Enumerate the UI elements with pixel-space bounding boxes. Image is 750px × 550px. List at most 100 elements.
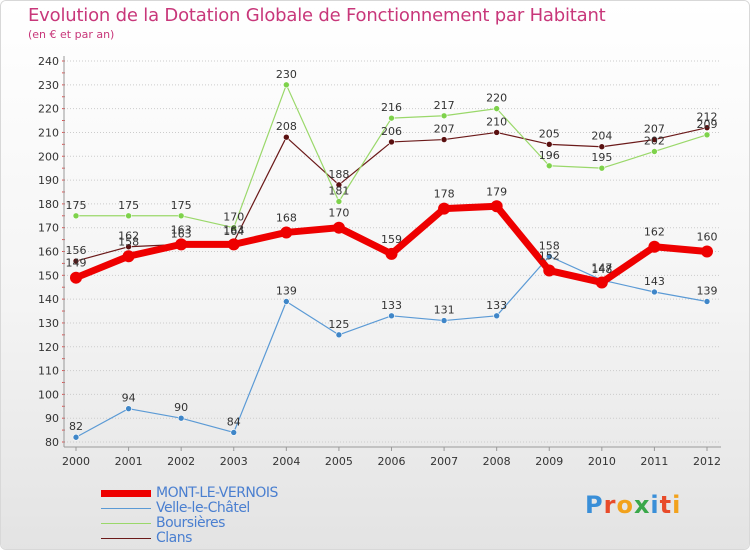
data-label: 131	[434, 304, 455, 317]
x-tick-label: 2011	[640, 455, 668, 468]
data-label: 163	[171, 223, 192, 236]
axes: 80 90 100 110 120 130 140 150 160 170 180 190 200 210…	[38, 55, 721, 468]
data-point-velle-le-chatel	[388, 312, 395, 320]
data-label: 230	[276, 68, 297, 81]
data-label: 170	[223, 211, 244, 224]
data-point-velle-le-chatel	[703, 298, 711, 305]
logo-letter: x	[633, 491, 651, 519]
x-tick-label: 2001	[115, 455, 143, 468]
data-point-boursieres	[493, 105, 500, 112]
y-tick-label: 90	[45, 412, 59, 425]
y-tick-label: 100	[38, 388, 59, 401]
data-point-mont-le-vernois	[595, 276, 608, 289]
data-point-clans	[651, 136, 658, 143]
data-point-clans	[545, 141, 553, 148]
data-label: 202	[644, 134, 665, 147]
data-point-mont-le-vernois	[543, 264, 556, 277]
x-tick-label: 2010	[588, 455, 616, 468]
y-tick-label: 220	[38, 103, 59, 116]
logo-letter: o	[616, 491, 634, 519]
data-label: 94	[122, 392, 136, 405]
series-lines	[70, 81, 713, 441]
y-tick-label: 210	[38, 126, 59, 139]
data-label: 210	[486, 115, 507, 128]
data-point-clans	[598, 143, 606, 151]
data-label: 206	[381, 125, 402, 138]
data-label: 158	[539, 239, 560, 252]
chart-title: Evolution de la Dotation Globale de Fonc…	[28, 5, 606, 26]
data-point-boursieres	[283, 81, 290, 89]
data-label: 209	[697, 118, 718, 131]
data-point-boursieres	[388, 114, 395, 122]
data-point-boursieres	[230, 224, 238, 231]
data-point-boursieres	[72, 212, 80, 220]
data-point-boursieres	[703, 131, 711, 139]
data-point-velle-le-chatel	[230, 429, 238, 436]
data-point-mont-le-vernois	[648, 240, 661, 253]
y-tick-label: 230	[38, 79, 59, 92]
data-label: 208	[276, 120, 297, 133]
data-point-boursieres	[335, 198, 343, 205]
y-tick-label: 120	[38, 341, 59, 354]
data-point-mont-le-vernois	[70, 271, 82, 284]
data-point-velle-le-chatel	[177, 414, 185, 422]
data-point-clans	[493, 129, 500, 136]
legend-swatch-clans	[101, 538, 151, 539]
data-point-clans	[335, 181, 343, 189]
data-label: 133	[381, 299, 402, 312]
x-tick-label: 2008	[483, 455, 511, 468]
data-point-mont-le-vernois	[280, 226, 293, 239]
data-label: 205	[539, 127, 560, 140]
data-point-mont-le-vernois	[175, 238, 188, 251]
logo-letter: r	[603, 491, 617, 519]
data-label: 195	[591, 151, 612, 164]
y-tick-label: 150	[38, 269, 59, 282]
chart-subtitle: (en € et par an)	[28, 28, 115, 41]
data-point-velle-le-chatel	[493, 312, 500, 320]
x-tick-label: 2000	[62, 455, 90, 468]
data-point-mont-le-vernois	[490, 200, 503, 213]
data-label: 204	[591, 130, 612, 143]
y-tick-label: 140	[38, 293, 59, 306]
data-label: 178	[434, 188, 455, 201]
data-label: 164	[223, 225, 244, 238]
data-label: 159	[381, 233, 402, 246]
data-point-mont-le-vernois	[227, 238, 240, 251]
data-point-boursieres	[545, 162, 553, 170]
data-label: 84	[227, 415, 241, 428]
data-point-boursieres	[177, 212, 185, 220]
x-tick-label: 2003	[220, 455, 248, 468]
data-label: 156	[66, 244, 87, 257]
data-point-velle-le-chatel	[440, 317, 448, 324]
y-tick-label: 80	[45, 436, 59, 449]
data-label: 196	[539, 149, 560, 162]
x-tick-label: 2009	[535, 455, 563, 468]
data-point-boursieres	[440, 112, 448, 120]
data-point-clans	[440, 136, 448, 143]
data-point-mont-le-vernois	[701, 245, 713, 258]
data-point-velle-le-chatel	[335, 331, 343, 339]
data-label: 148	[591, 263, 612, 276]
y-tick-label: 200	[38, 150, 59, 163]
y-tick-label: 160	[38, 246, 59, 259]
data-label: 90	[174, 401, 188, 414]
data-point-boursieres	[651, 148, 658, 155]
data-label: 175	[66, 199, 87, 212]
data-point-mont-le-vernois	[438, 202, 451, 215]
data-label: 175	[171, 199, 192, 212]
logo-letter: P	[585, 491, 604, 519]
data-label: 220	[486, 92, 507, 105]
data-label: 216	[381, 101, 402, 114]
x-tick-label: 2012	[693, 455, 721, 468]
data-label: 160	[697, 231, 718, 244]
y-tick-label: 130	[38, 317, 59, 330]
data-label: 168	[276, 211, 297, 224]
data-point-velle-le-chatel	[72, 433, 80, 441]
data-point-velle-le-chatel	[545, 252, 553, 260]
legend-label: MONT-LE-VERNOIS	[156, 485, 278, 501]
data-label: 82	[69, 420, 83, 433]
data-point-clans	[703, 124, 711, 131]
data-point-clans	[125, 243, 132, 251]
